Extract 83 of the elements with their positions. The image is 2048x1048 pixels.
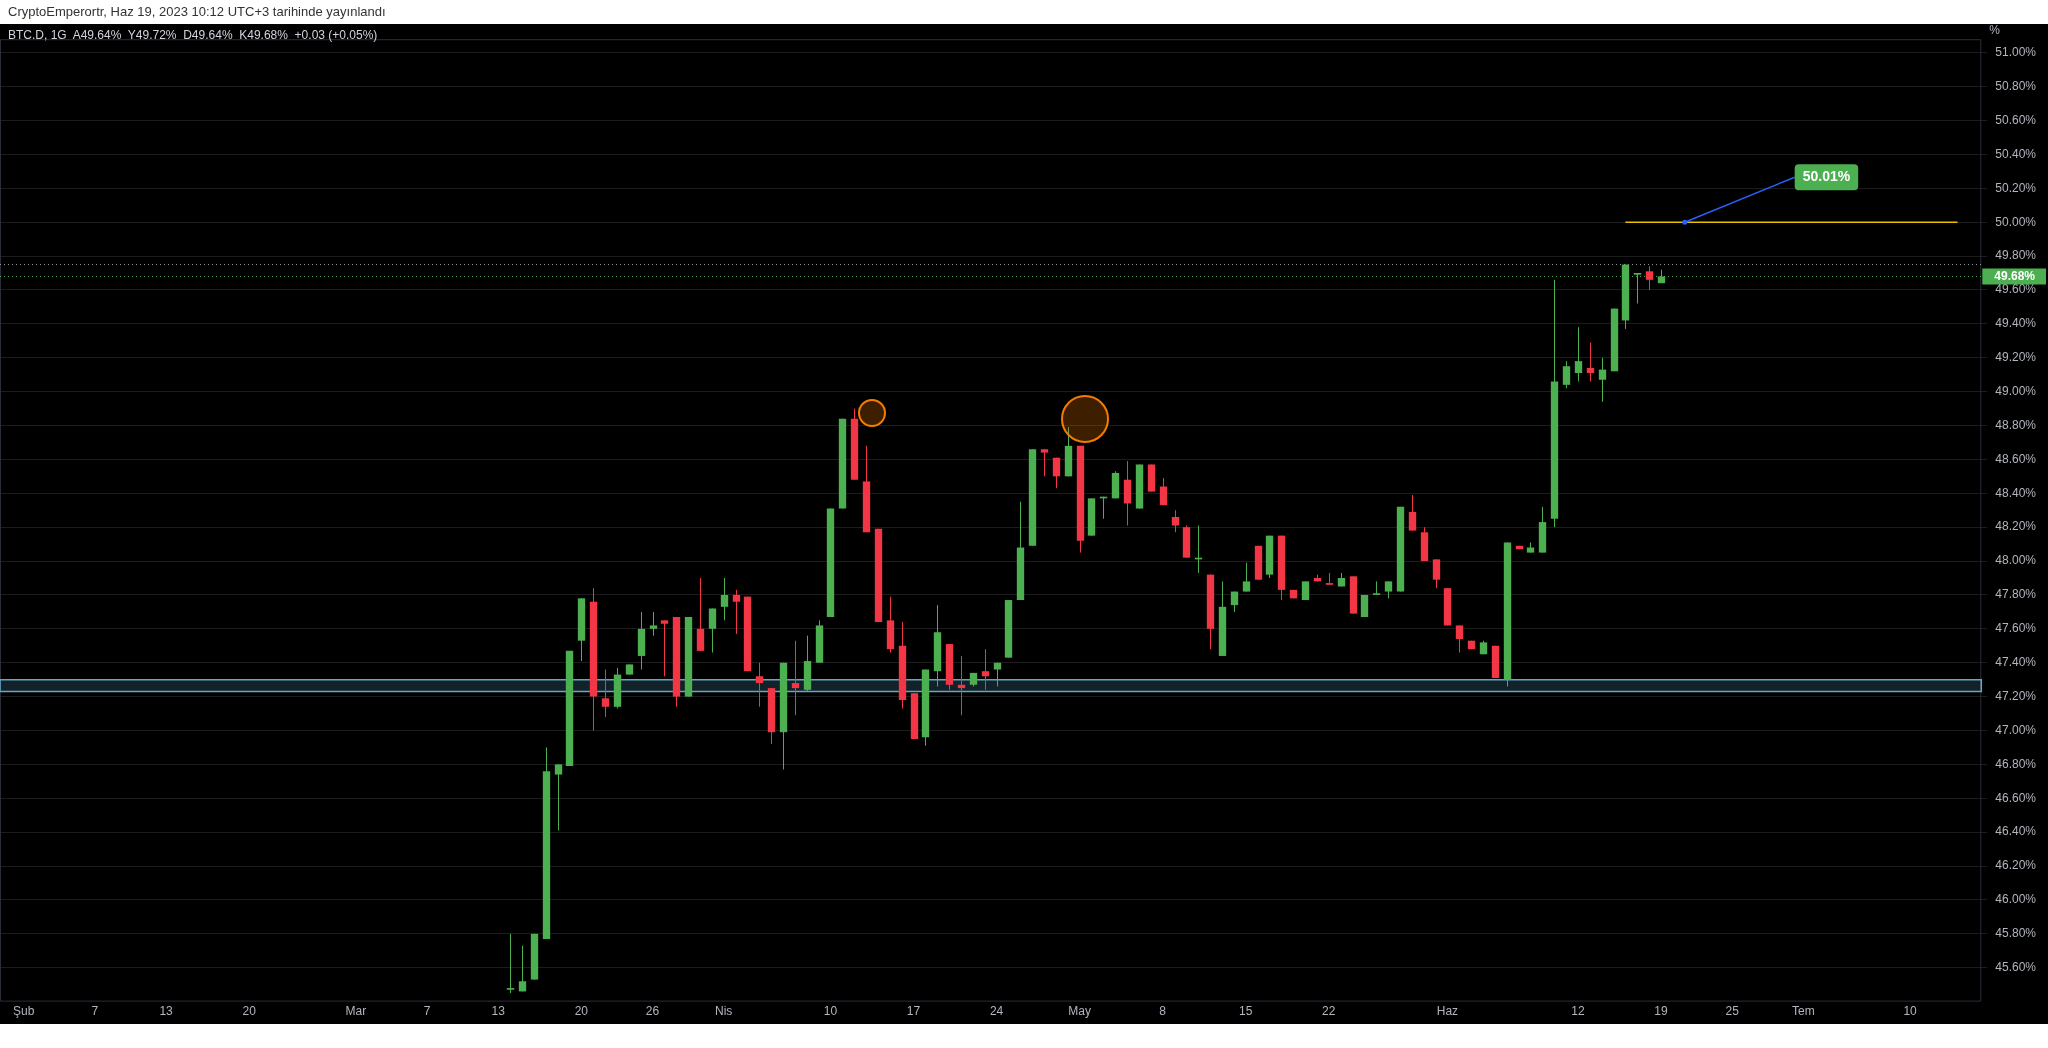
candlestick [1159,477,1168,506]
y-tick-label: 46.00% [1995,892,2037,907]
x-tick-label: 22 [1322,1004,1336,1019]
candlestick [1123,460,1132,526]
candlestick [1598,357,1607,403]
x-tick-label: Mar [345,1004,367,1019]
candlestick [696,577,705,652]
x-tick-label: Şub [13,1004,35,1019]
annotation: 50.01% [1802,168,1851,185]
y-tick-label: 47.80% [1995,587,2037,602]
x-tick-label: 24 [989,1004,1004,1019]
x-tick-label: 20 [242,1004,257,1019]
candlestick [1432,558,1441,589]
y-tick-label: 48.20% [1995,519,2037,534]
x-tick-label: 17 [906,1004,921,1019]
x-tick-label: 13 [159,1004,174,1019]
y-tick-label: 50.60% [1995,112,2037,127]
candlestick [720,577,729,621]
candlestick [732,589,741,635]
x-tick-label: Haz [1436,1004,1459,1019]
x-tick-label: May [1068,1004,1091,1019]
x-tick-label: 10 [1903,1004,1918,1019]
x-tick-label: 13 [491,1004,506,1019]
candlestick [791,640,800,716]
y-tick-label: 49.60% [1995,282,2037,297]
x-tick-label: 19 [1654,1004,1668,1019]
x-tick-label: 25 [1725,1004,1740,1019]
candlestick [1242,562,1251,593]
candlestick [981,648,990,691]
x-tick-label: Tem [1792,1004,1815,1019]
candlestick [1052,457,1061,489]
y-tick-label: 49.20% [1995,350,2037,365]
chart-title: CryptoEmperortr, Haz 19, 2023 10:12 UTC+3 tarihinde yayınlandı [7,3,387,21]
y-tick-label: 46.20% [1995,858,2037,873]
y-tick-label: 48.40% [1995,485,2037,500]
candlestick [1586,341,1595,382]
x-tick-label: 10 [823,1004,838,1019]
candlestick [601,669,610,718]
candlestick [1171,509,1180,533]
x-tick-label: Nis [715,1004,733,1019]
candlestick [649,611,658,637]
y-tick-label: 47.60% [1995,621,2037,636]
y-tick-label: 48.60% [1995,451,2037,466]
candlestick [554,763,563,831]
candlestick [1455,624,1464,654]
candlestick [518,945,527,992]
y-tick-label: 46.40% [1995,824,2037,839]
y-tick-label: 50.80% [1995,78,2037,93]
y-tick-label: 50.20% [1995,180,2037,195]
candlestick [755,662,764,708]
candlestick [708,608,717,654]
y-axis-title: % [1989,23,2001,38]
chart-subtitle: BTC.D, 1G A49.64% Y49.72% D49.64% K49.68% +0.03 (+0.05%) [8,28,378,42]
y-tick-label: 47.40% [1995,655,2037,670]
y-tick-label: 50.00% [1995,214,2037,229]
candlestick [660,619,669,677]
y-tick-label: 49.00% [1995,383,2037,398]
y-tick-label: 49.80% [1995,248,2037,263]
x-tick-label: 26 [645,1004,660,1019]
candlestick [1040,448,1049,477]
candlestick [1562,360,1571,389]
y-tick-label: 47.00% [1995,722,2037,737]
ref-line-label: 49.68% [1994,268,2036,283]
candlestick [1645,265,1654,291]
x-tick-label: 15 [1239,1004,1253,1019]
y-tick-label: 50.40% [1995,146,2037,161]
x-tick-label: 8 [1159,1004,1167,1019]
candlestick [1408,494,1417,532]
candlestick [1574,326,1583,382]
x-tick-label: 7 [423,1004,431,1019]
x-tick-label: 7 [91,1004,99,1019]
y-tick-label: 49.40% [1995,316,2037,331]
x-tick-label: 20 [574,1004,589,1019]
y-tick-label: 46.80% [1995,756,2037,771]
y-tick-label: 45.60% [1995,960,2037,975]
y-tick-label: 46.60% [1995,790,2037,805]
y-tick-label: 51.00% [1995,45,2037,60]
x-tick-label: 12 [1571,1004,1585,1019]
y-tick-label: 45.80% [1995,926,2037,941]
y-tick-label: 48.00% [1995,553,2037,568]
y-tick-label: 48.80% [1995,417,2037,432]
candlestick [506,933,515,994]
y-tick-label: 47.20% [1995,688,2037,703]
